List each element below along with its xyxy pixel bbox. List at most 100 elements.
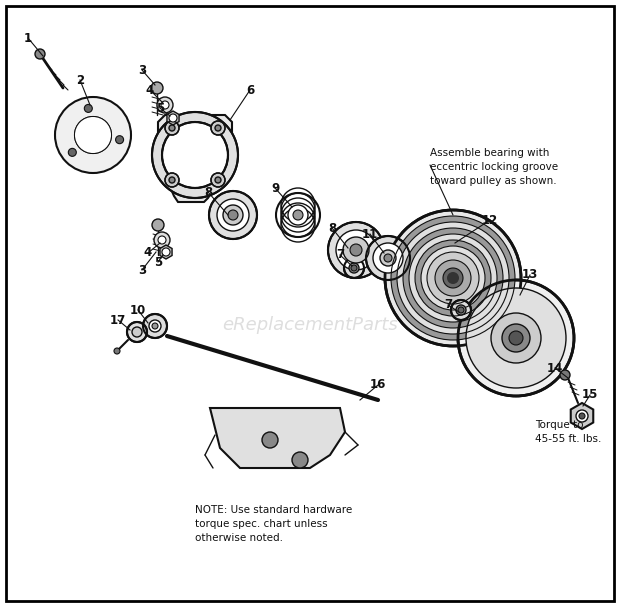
Text: 8: 8 (204, 186, 212, 198)
Circle shape (68, 148, 76, 157)
Polygon shape (571, 403, 593, 429)
Polygon shape (168, 155, 218, 202)
Text: 12: 12 (482, 214, 498, 226)
Text: 6: 6 (246, 84, 254, 97)
Circle shape (409, 234, 497, 322)
Circle shape (344, 258, 364, 278)
Circle shape (152, 112, 238, 198)
Circle shape (391, 216, 515, 340)
Circle shape (373, 243, 403, 273)
Circle shape (466, 288, 566, 388)
Circle shape (228, 210, 238, 220)
Circle shape (351, 265, 357, 271)
Circle shape (161, 101, 169, 109)
Circle shape (209, 191, 257, 239)
Circle shape (215, 125, 221, 131)
Circle shape (380, 250, 396, 266)
Circle shape (262, 432, 278, 448)
Circle shape (366, 236, 410, 280)
Circle shape (127, 322, 147, 342)
Circle shape (165, 173, 179, 187)
Text: 15: 15 (582, 388, 598, 401)
Polygon shape (167, 111, 179, 125)
Text: 14: 14 (547, 362, 563, 375)
Circle shape (162, 248, 170, 256)
Circle shape (336, 230, 376, 270)
Circle shape (451, 300, 471, 320)
Text: 2: 2 (76, 73, 84, 87)
Text: 4: 4 (146, 84, 154, 97)
Text: 11: 11 (362, 228, 378, 240)
Circle shape (509, 331, 523, 345)
Circle shape (421, 246, 485, 310)
Circle shape (435, 260, 471, 296)
Circle shape (114, 348, 120, 354)
Text: Torque to
45-55 ft. lbs.: Torque to 45-55 ft. lbs. (535, 420, 601, 444)
Text: 7: 7 (444, 299, 452, 311)
Circle shape (55, 97, 131, 173)
Circle shape (152, 219, 164, 231)
Circle shape (576, 410, 588, 422)
Polygon shape (158, 115, 232, 155)
Circle shape (456, 305, 466, 315)
Circle shape (415, 240, 491, 316)
Circle shape (292, 452, 308, 468)
Circle shape (143, 314, 167, 338)
Circle shape (157, 97, 173, 113)
Circle shape (154, 232, 170, 248)
Text: 9: 9 (271, 181, 279, 194)
Circle shape (560, 370, 570, 380)
Circle shape (75, 117, 111, 153)
Polygon shape (210, 408, 345, 468)
Circle shape (158, 236, 166, 244)
Circle shape (385, 210, 521, 346)
Circle shape (403, 228, 503, 328)
Circle shape (215, 177, 221, 183)
Text: 5: 5 (154, 256, 162, 268)
Text: NOTE: Use standard hardware
torque spec. chart unless
otherwise noted.: NOTE: Use standard hardware torque spec.… (195, 505, 352, 543)
Circle shape (115, 136, 123, 144)
Circle shape (162, 122, 228, 188)
Circle shape (349, 263, 359, 273)
Circle shape (169, 114, 177, 122)
Circle shape (328, 222, 384, 278)
Circle shape (211, 173, 225, 187)
Text: Assemble bearing with
eccentric locking groove
toward pulley as shown.: Assemble bearing with eccentric locking … (430, 148, 558, 186)
Text: 16: 16 (370, 379, 386, 392)
Circle shape (149, 320, 161, 332)
Polygon shape (160, 245, 172, 259)
Circle shape (288, 205, 308, 225)
Circle shape (293, 210, 303, 220)
Circle shape (223, 205, 243, 225)
Circle shape (384, 254, 392, 262)
Circle shape (165, 121, 179, 135)
Circle shape (502, 324, 530, 352)
Text: 1: 1 (24, 32, 32, 44)
Circle shape (350, 244, 362, 256)
Circle shape (447, 272, 459, 284)
Text: 17: 17 (110, 313, 126, 327)
Circle shape (491, 313, 541, 363)
Text: 7: 7 (336, 248, 344, 262)
Text: 3: 3 (138, 64, 146, 76)
Text: eReplacementParts: eReplacementParts (222, 316, 398, 334)
Text: 3: 3 (138, 263, 146, 277)
Circle shape (84, 104, 92, 112)
Circle shape (458, 307, 464, 313)
Circle shape (151, 82, 163, 94)
Circle shape (579, 413, 585, 419)
Circle shape (217, 199, 249, 231)
Text: 13: 13 (522, 268, 538, 282)
Circle shape (152, 323, 158, 329)
Circle shape (458, 280, 574, 396)
Circle shape (169, 125, 175, 131)
Text: 5: 5 (156, 101, 164, 115)
Circle shape (169, 177, 175, 183)
Circle shape (427, 252, 479, 304)
Circle shape (132, 327, 142, 337)
Text: 8: 8 (328, 222, 336, 234)
Text: 4: 4 (144, 246, 152, 260)
Circle shape (343, 237, 369, 263)
Circle shape (35, 49, 45, 59)
Text: 10: 10 (130, 304, 146, 316)
